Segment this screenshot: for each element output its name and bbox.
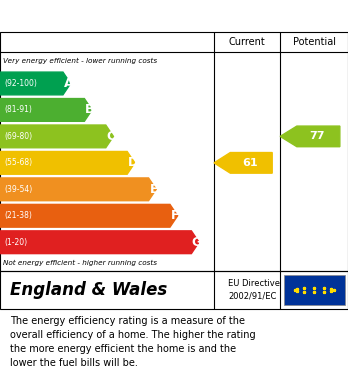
Text: A: A	[64, 77, 73, 90]
Text: (81-91): (81-91)	[4, 106, 32, 115]
FancyArrow shape	[280, 126, 340, 147]
FancyArrow shape	[0, 231, 199, 254]
Text: (69-80): (69-80)	[4, 132, 32, 141]
FancyArrow shape	[0, 99, 92, 121]
Text: (1-20): (1-20)	[4, 238, 27, 247]
Text: Energy Efficiency Rating: Energy Efficiency Rating	[10, 9, 220, 23]
Text: G: G	[192, 236, 202, 249]
Text: B: B	[85, 104, 94, 117]
Text: E: E	[150, 183, 158, 196]
Text: (55-68): (55-68)	[4, 158, 32, 167]
Text: 77: 77	[309, 131, 325, 142]
FancyArrow shape	[0, 125, 113, 148]
Text: The energy efficiency rating is a measure of the
overall efficiency of a home. T: The energy efficiency rating is a measur…	[10, 316, 256, 368]
FancyArrow shape	[0, 151, 135, 174]
Text: F: F	[171, 209, 180, 222]
Text: 61: 61	[242, 158, 258, 168]
Text: Very energy efficient - lower running costs: Very energy efficient - lower running co…	[3, 58, 158, 65]
Text: (39-54): (39-54)	[4, 185, 32, 194]
FancyArrow shape	[0, 72, 71, 95]
Text: (92-100): (92-100)	[4, 79, 37, 88]
Text: (21-38): (21-38)	[4, 211, 32, 220]
Text: EU Directive
2002/91/EC: EU Directive 2002/91/EC	[228, 279, 280, 301]
Text: C: C	[106, 130, 116, 143]
Bar	[284, 275, 345, 305]
FancyArrow shape	[214, 152, 272, 173]
Text: Not energy efficient - higher running costs: Not energy efficient - higher running co…	[3, 260, 158, 266]
Text: D: D	[127, 156, 138, 169]
Text: Current: Current	[229, 37, 266, 47]
FancyArrow shape	[0, 178, 156, 201]
FancyArrow shape	[0, 204, 177, 227]
Text: England & Wales: England & Wales	[10, 281, 168, 299]
Text: Potential: Potential	[293, 37, 335, 47]
